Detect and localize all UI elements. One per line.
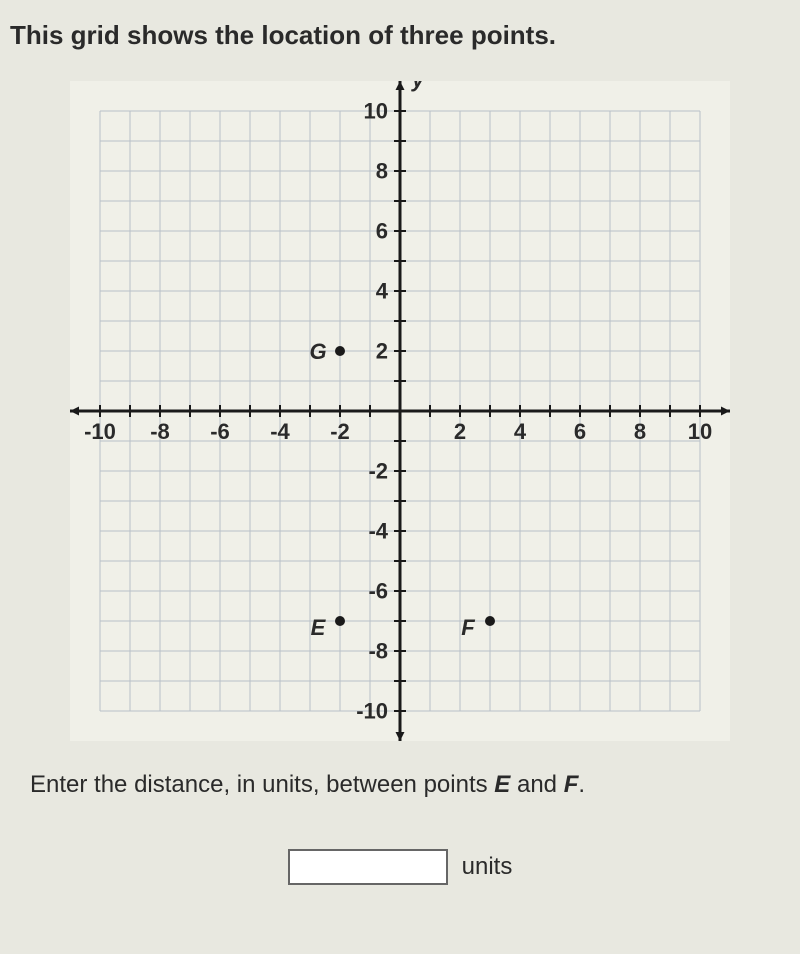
svg-text:2: 2: [454, 419, 466, 444]
svg-text:G: G: [309, 339, 326, 364]
svg-text:-2: -2: [368, 458, 388, 483]
svg-text:-4: -4: [368, 518, 388, 543]
svg-text:-10: -10: [356, 698, 388, 723]
question-text: This grid shows the location of three po…: [10, 20, 790, 51]
prompt-point-e: E: [494, 771, 510, 798]
svg-text:F: F: [461, 615, 475, 640]
svg-text:E: E: [311, 615, 327, 640]
prompt-text: Enter the distance, in units, between po…: [10, 771, 790, 799]
svg-text:-6: -6: [210, 419, 230, 444]
svg-text:y: y: [411, 81, 426, 92]
svg-text:6: 6: [574, 419, 586, 444]
answer-row: units: [10, 849, 790, 885]
svg-text:-2: -2: [330, 419, 350, 444]
svg-text:4: 4: [376, 278, 389, 303]
answer-input[interactable]: [288, 849, 448, 885]
svg-text:4: 4: [514, 419, 527, 444]
coordinate-grid-container: -10-8-6-4-2246810-10-8-6-4-2246810xyGEF: [10, 81, 790, 741]
prompt-point-f: F: [564, 771, 579, 798]
svg-text:8: 8: [376, 158, 388, 183]
prompt-mid: and: [510, 771, 563, 798]
coordinate-grid: -10-8-6-4-2246810-10-8-6-4-2246810xyGEF: [70, 81, 730, 741]
svg-text:-10: -10: [84, 419, 116, 444]
svg-text:8: 8: [634, 419, 646, 444]
svg-text:-6: -6: [368, 578, 388, 603]
svg-text:-8: -8: [368, 638, 388, 663]
svg-text:10: 10: [364, 98, 388, 123]
svg-text:-4: -4: [270, 419, 290, 444]
svg-text:6: 6: [376, 218, 388, 243]
prompt-suffix: .: [578, 771, 585, 798]
units-label: units: [462, 853, 513, 881]
svg-text:-8: -8: [150, 419, 170, 444]
svg-text:10: 10: [688, 419, 712, 444]
svg-text:2: 2: [376, 338, 388, 363]
prompt-prefix: Enter the distance, in units, between po…: [30, 771, 494, 798]
